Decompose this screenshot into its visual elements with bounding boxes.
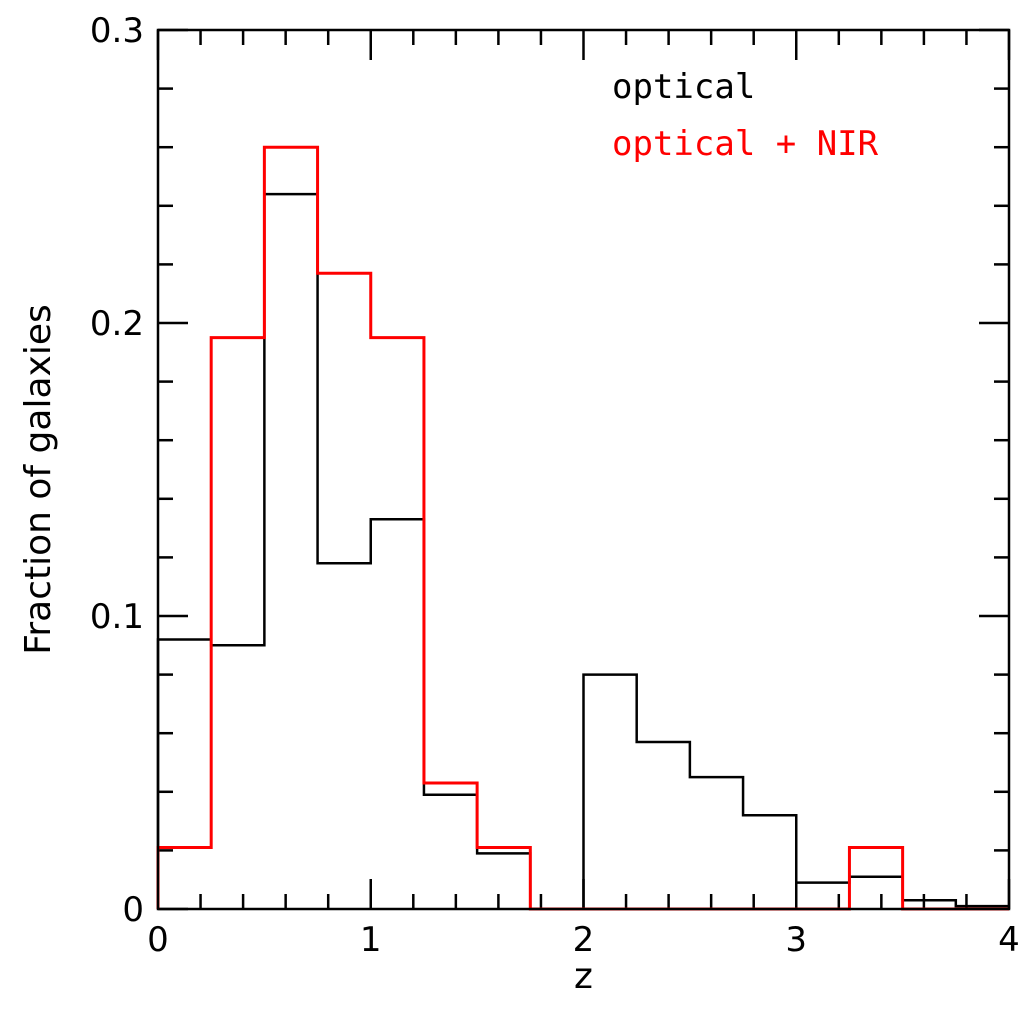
x-tick-label: 4 [998, 920, 1020, 960]
y-tick-label: 0.1 [90, 597, 144, 637]
x-tick-label: 1 [360, 920, 382, 960]
y-tick-label: 0 [122, 890, 144, 930]
y-axis-label: Fraction of galaxies [18, 304, 59, 654]
series-0-histogram-line [156, 192, 1009, 911]
tick-labels: 0 1 2 3 4 0 0.1 0.2 0.3 [90, 11, 1020, 960]
y-tick-label: 0.2 [90, 304, 144, 344]
plot-frame [156, 28, 1011, 911]
legend: optical optical + NIR [612, 67, 879, 164]
x-tick-label: 3 [785, 920, 807, 960]
x-tick-label: 0 [147, 920, 169, 960]
legend-entry-0: optical [612, 67, 755, 107]
legend-entry-1: optical + NIR [612, 124, 879, 164]
series-layer [156, 145, 1009, 911]
x-tick-label: 2 [573, 920, 595, 960]
y-tick-label: 0.3 [90, 11, 144, 51]
series-1-histogram-line [156, 145, 1009, 911]
x-axis-label: z [574, 956, 593, 997]
axis-ticks [156, 28, 1011, 911]
